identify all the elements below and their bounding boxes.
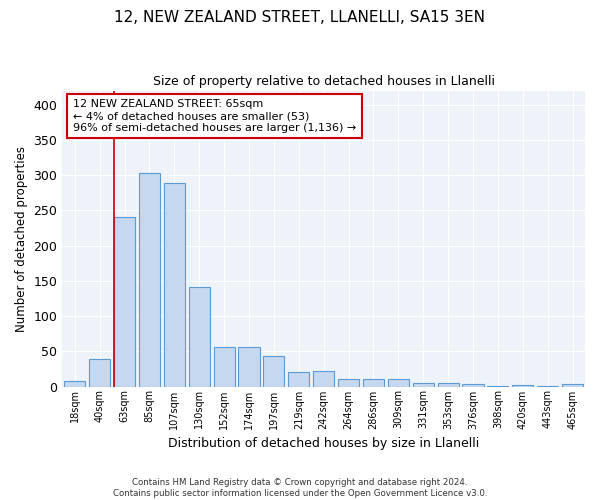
Text: Contains HM Land Registry data © Crown copyright and database right 2024.
Contai: Contains HM Land Registry data © Crown c… (113, 478, 487, 498)
Bar (338, 380, 359, 386)
X-axis label: Distribution of detached houses by size in Llanelli: Distribution of detached houses by size … (168, 437, 479, 450)
Bar (463, 384, 484, 386)
Bar (437, 383, 458, 386)
Bar (388, 379, 409, 386)
Bar (413, 383, 434, 386)
Bar (363, 379, 384, 386)
Bar (214, 347, 235, 387)
Bar (114, 216, 135, 386)
Bar (89, 359, 110, 386)
Bar (164, 183, 185, 386)
Bar (512, 385, 533, 386)
Bar (64, 381, 85, 386)
Bar (188, 287, 210, 386)
Bar (238, 347, 260, 387)
Text: 12, NEW ZEALAND STREET, LLANELLI, SA15 3EN: 12, NEW ZEALAND STREET, LLANELLI, SA15 3… (115, 10, 485, 25)
Bar (313, 371, 334, 386)
Text: 12 NEW ZEALAND STREET: 65sqm
← 4% of detached houses are smaller (53)
96% of sem: 12 NEW ZEALAND STREET: 65sqm ← 4% of det… (73, 100, 356, 132)
Bar (139, 173, 160, 386)
Bar (288, 372, 310, 386)
Bar (263, 356, 284, 386)
Title: Size of property relative to detached houses in Llanelli: Size of property relative to detached ho… (152, 75, 494, 88)
Bar (562, 384, 583, 386)
Y-axis label: Number of detached properties: Number of detached properties (15, 146, 28, 332)
